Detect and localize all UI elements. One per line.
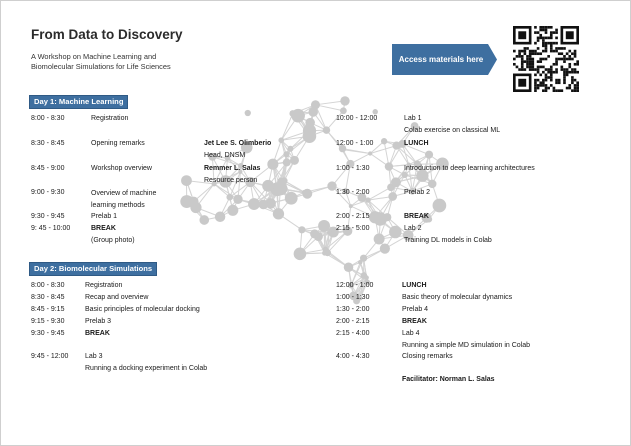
arrow-banner-icon xyxy=(392,44,497,75)
d2-right-time: 2:00 - 2:15 xyxy=(336,318,370,325)
d2-right-activity: BREAK xyxy=(402,318,427,325)
d2-left-time: 8:00 - 8:30 xyxy=(31,282,65,289)
d2-right-activity: Lab 4 xyxy=(402,330,420,337)
day1-header: Day 1: Machine Learning xyxy=(29,95,129,109)
d2-left-activity: Lab 3 xyxy=(85,353,103,360)
access-materials-label: Access materials here xyxy=(398,55,484,64)
d1-person: Remmer L. Salas xyxy=(204,165,261,172)
d1-left-activity: Workshop overview xyxy=(91,165,152,172)
d1-right-time: 2:00 - 2:15 xyxy=(336,213,370,220)
qr-code-icon[interactable] xyxy=(513,26,579,92)
d1-left-note: (Group photo) xyxy=(91,237,135,244)
d1-right-note: Training DL models in Colab xyxy=(404,237,492,244)
d2-right-activity: LUNCH xyxy=(402,282,427,289)
d1-left-time: 9: 45 - 10:00 xyxy=(31,225,71,232)
d2-right-activity: Basic theory of molecular dynamics xyxy=(402,294,513,301)
d2-right-time: 2:15 - 4:00 xyxy=(336,330,370,337)
d1-right-activity: BREAK xyxy=(404,213,429,220)
d1-left-activity: Opening remarks xyxy=(91,140,145,147)
d1-right-activity: Prelab 2 xyxy=(404,189,431,196)
d1-person-role: Head, DNSM xyxy=(204,152,246,159)
d2-right-note: Running a simple MD simulation in Colab xyxy=(402,342,531,349)
d2-right-activity: Prelab 4 xyxy=(402,306,429,313)
d1-left-activity: Prelab 1 xyxy=(91,213,118,220)
d1-left-activity: Overview of machine learning methods xyxy=(91,190,157,209)
d2-right-time: 1:30 - 2:00 xyxy=(336,306,370,313)
d2-left-time: 8:30 - 8:45 xyxy=(31,294,65,301)
facilitator: Facilitator: Norman L. Salas xyxy=(402,376,495,383)
d2-left-time: 9:15 - 9:30 xyxy=(31,318,65,325)
d2-left-note: Running a docking experiment in Colab xyxy=(85,365,208,372)
d1-right-activity: Introduction to deep learning architectu… xyxy=(404,165,535,172)
d2-left-time: 9:45 - 12:00 xyxy=(31,353,69,360)
d1-right-activity: LUNCH xyxy=(404,140,429,147)
d1-right-activity: Lab 2 xyxy=(404,225,422,232)
access-materials-button[interactable]: Access materials here xyxy=(392,44,497,75)
d2-left-activity: Basic principles of molecular docking xyxy=(85,306,200,313)
d1-person: Jet Lee S. Olimberio xyxy=(204,140,272,147)
page-title: From Data to Discovery xyxy=(31,27,183,42)
d1-left-time: 8:00 - 8:30 xyxy=(31,115,65,122)
d2-right-time: 1:00 - 1:30 xyxy=(336,294,370,301)
d2-left-activity: BREAK xyxy=(85,330,110,337)
d1-right-activity: Lab 1 xyxy=(404,115,422,122)
d2-left-time: 8:45 - 9:15 xyxy=(31,306,65,313)
d1-left-time: 9:30 - 9:45 xyxy=(31,213,65,220)
d1-person-role: Resource person xyxy=(204,177,258,184)
d2-left-activity: Registration xyxy=(85,282,123,289)
d1-right-time: 1:00 - 1:30 xyxy=(336,165,370,172)
page-subtitle: A Workshop on Machine Learning and Biomo… xyxy=(31,52,171,71)
d1-left-activity: Registration xyxy=(91,115,129,122)
d2-right-time: 4:00 - 4:30 xyxy=(336,353,370,360)
d2-left-activity: Prelab 3 xyxy=(85,318,112,325)
d1-left-time: 9:00 - 9:30 xyxy=(31,189,65,196)
d1-right-note: Colab exercise on classical ML xyxy=(404,127,501,134)
day2-header: Day 2: Biomolecular Simulations xyxy=(29,262,158,276)
d2-right-activity: Closing remarks xyxy=(402,353,453,360)
d1-right-time: 12:00 - 1:00 xyxy=(336,140,374,147)
d2-left-time: 9:30 - 9:45 xyxy=(31,330,65,337)
d1-right-time: 10:00 - 12:00 xyxy=(336,115,378,122)
d1-right-time: 1:30 - 2:00 xyxy=(336,189,370,196)
d1-left-activity: BREAK xyxy=(91,225,116,232)
d2-left-activity: Recap and overview xyxy=(85,294,149,301)
d1-left-time: 8:45 - 9:00 xyxy=(31,165,65,172)
d1-left-time: 8:30 - 8:45 xyxy=(31,140,65,147)
d1-right-time: 2:15 - 5:00 xyxy=(336,225,370,232)
d2-right-time: 12:00 - 1:00 xyxy=(336,282,374,289)
